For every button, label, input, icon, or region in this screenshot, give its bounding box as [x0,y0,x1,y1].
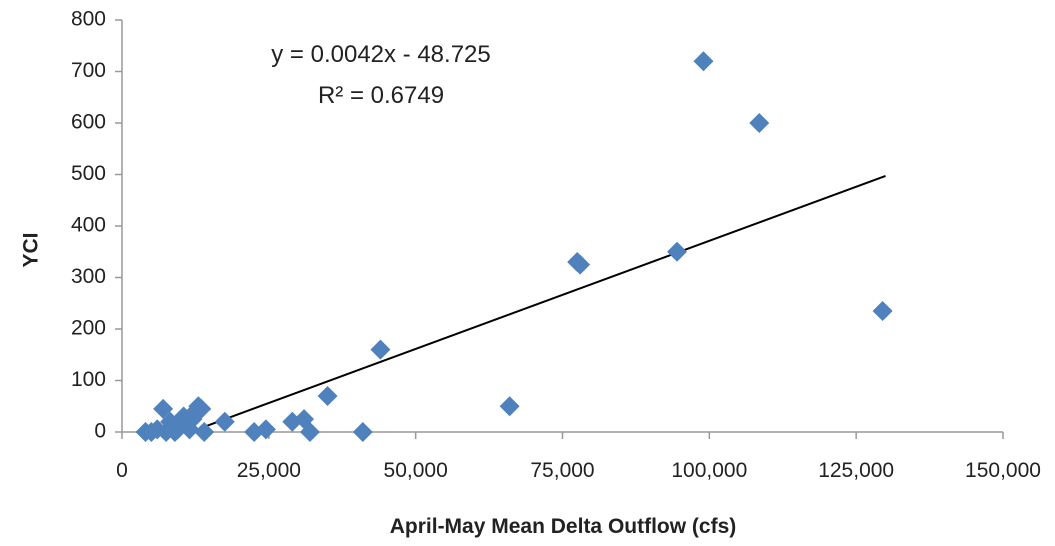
y-tick-label: 0 [94,420,106,443]
data-point [191,398,212,419]
data-point [693,51,714,72]
r-squared-label: R² = 0.6749 [318,82,444,109]
data-point [667,241,688,262]
data-point [499,396,520,417]
y-tick-label: 800 [71,8,106,31]
data-point [370,339,391,360]
data-point [194,422,215,442]
axes [121,20,1003,433]
x-axis-title: April-May Mean Delta Outflow (cfs) [390,515,737,538]
y-axis-title: YCI [20,232,43,267]
data-point [299,422,320,442]
x-tick-label: 75,000 [530,459,594,482]
y-tick-label: 200 [71,317,106,340]
y-tick-label: 300 [71,265,106,288]
x-tick-label: 150,000 [965,459,1041,482]
y-tick-label: 100 [71,368,106,391]
trendline-group [189,174,886,433]
data-point [352,422,373,442]
y-tick-label: 600 [71,111,106,134]
data-point [872,300,893,321]
data-point [749,113,770,133]
data-point [570,254,591,275]
x-axis-ticks: 0 25,000 50,000 75,000 100,000 125,000 150,000 [116,432,1041,482]
x-tick-label: 125,000 [818,459,894,482]
y-tick-label: 700 [71,59,106,82]
x-tick-label: 100,000 [671,459,747,482]
data-points [135,51,893,442]
trendline-equation: y = 0.0042x - 48.725 [271,41,491,68]
x-tick-label: 50,000 [384,459,448,482]
data-point [317,385,338,406]
trendline [189,174,886,433]
y-tick-label: 500 [71,162,106,185]
y-axis-ticks: 0 100 200 300 400 500 600 700 800 [71,8,122,443]
data-point [214,411,235,432]
y-axis-title-group: YCI [20,232,43,267]
x-tick-label: 25,000 [237,459,301,482]
x-tick-label: 0 [116,459,128,482]
y-tick-label: 400 [71,214,106,237]
data-point [255,419,276,440]
